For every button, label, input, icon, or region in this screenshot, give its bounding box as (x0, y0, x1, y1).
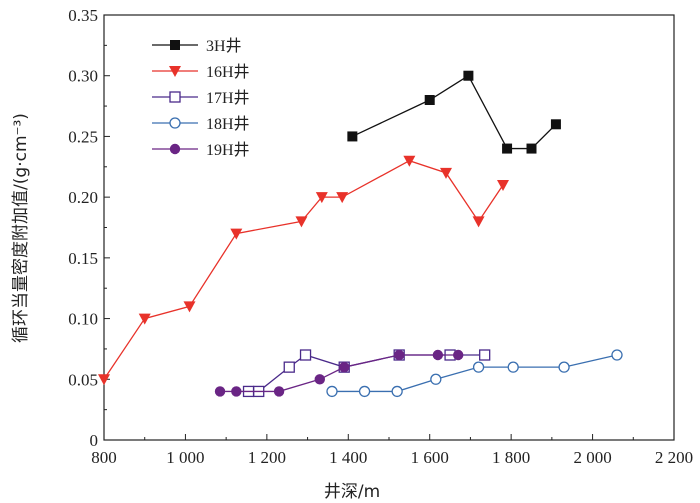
data-point (472, 216, 485, 228)
y-tick-label: 0.15 (68, 249, 98, 268)
x-tick-label: 1 200 (248, 448, 286, 467)
legend-item: 19H井 (152, 141, 250, 159)
series-1 (347, 70, 561, 154)
legend-marker (169, 117, 181, 129)
x-tick-label: 2 000 (573, 448, 611, 467)
data-point (550, 119, 561, 130)
data-point (230, 228, 243, 240)
data-point (558, 361, 570, 373)
data-point (183, 301, 196, 313)
y-tick-label: 0.25 (68, 127, 98, 146)
data-point (440, 167, 452, 179)
data-point (98, 374, 110, 386)
data-point (424, 95, 435, 105)
data-point (314, 374, 325, 385)
data-point (526, 143, 537, 154)
data-point (231, 386, 242, 397)
x-tick-label: 1 000 (166, 448, 204, 467)
x-tick-label: 1 600 (411, 448, 449, 467)
y-tick-label: 0.10 (68, 310, 98, 329)
data-point (611, 349, 623, 361)
legend-label: 19H井 (206, 141, 250, 159)
x-tick-label: 2 200 (655, 448, 693, 467)
data-point (502, 143, 513, 154)
legend-label: 17H井 (206, 89, 250, 107)
data-point (214, 386, 226, 397)
data-point (393, 349, 405, 361)
series-2 (98, 155, 509, 386)
y-tick-label: 0.35 (68, 6, 98, 25)
legend-item: 3H井 (152, 37, 242, 55)
series-4 (326, 349, 623, 398)
plot-area (103, 14, 675, 441)
data-point (472, 361, 485, 373)
y-tick-label: 0.20 (68, 188, 98, 207)
y-axis-title: 循环当量密度附加值/(g·cm⁻³) (11, 113, 31, 343)
series-line (103, 160, 504, 380)
legend-marker (169, 91, 181, 103)
series-line (352, 74, 557, 150)
legend-label: 3H井 (206, 37, 242, 55)
y-axis: 0 0.05 0.10 0.15 0.20 0.25 0.30 0.35 (68, 6, 110, 450)
data-point (432, 349, 444, 361)
data-point (336, 192, 349, 204)
data-point (326, 385, 338, 398)
data-point (463, 70, 474, 81)
legend-marker (169, 66, 181, 77)
data-point (358, 385, 371, 398)
legend-item: 18H井 (152, 115, 250, 133)
legend-marker (170, 40, 180, 50)
data-point (430, 373, 442, 385)
legend-item: 17H井 (152, 89, 250, 107)
data-point (315, 192, 328, 204)
data-point (497, 180, 509, 191)
y-tick-label: 0.30 (68, 67, 98, 86)
data-point (295, 216, 308, 228)
data-point (403, 155, 416, 167)
plot-border (103, 14, 675, 441)
data-point (138, 313, 151, 325)
legend-label: 16H井 (206, 63, 250, 81)
x-axis: 800 1 000 1 200 1 400 1 600 1 800 2 000 2 200 (91, 434, 693, 467)
data-point (283, 361, 295, 373)
legend-label: 18H井 (206, 115, 250, 133)
x-tick-label: 1 800 (492, 448, 530, 467)
data-point (507, 361, 519, 373)
data-point (479, 349, 491, 361)
legend-marker (169, 143, 181, 155)
y-tick-label: 0 (90, 431, 99, 450)
legend: 3H井 16H井 17H井 18H井 19H井 (152, 37, 250, 159)
legend-item: 16H井 (152, 63, 250, 81)
series-line (220, 354, 459, 393)
x-tick-label: 1 400 (329, 448, 367, 467)
y-tick-label: 0.05 (68, 370, 98, 389)
data-point (391, 385, 403, 398)
data-point (453, 349, 464, 361)
x-tick-label: 800 (91, 448, 117, 467)
x-axis-title: 井深/m (324, 482, 380, 502)
data-point (299, 349, 312, 361)
data-point (339, 361, 350, 373)
data-point (347, 131, 358, 142)
series-layer (98, 70, 623, 398)
data-point (273, 386, 285, 397)
series-5 (214, 349, 464, 397)
